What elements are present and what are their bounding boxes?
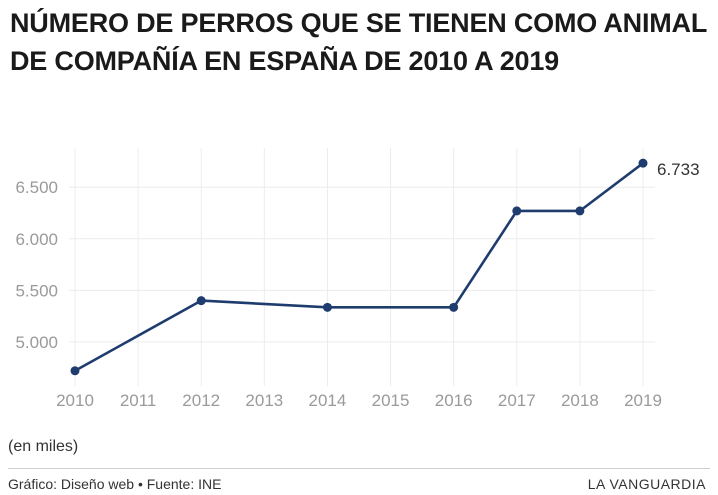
x-tick-label: 2016: [435, 391, 473, 410]
x-tick-label: 2014: [309, 391, 347, 410]
x-tick-label: 2017: [498, 391, 536, 410]
y-tick-label: 5.500: [15, 281, 58, 300]
brand-name: LA VANGUARDIA: [587, 476, 706, 492]
y-tick-label: 6.000: [15, 230, 58, 249]
x-tick-label: 2018: [561, 391, 599, 410]
x-tick-label: 2013: [245, 391, 283, 410]
y-axis: 5.000 5.500 6.000 6.500: [15, 178, 58, 352]
x-tick-label: 2012: [182, 391, 220, 410]
data-point: [322, 302, 332, 312]
data-point: [70, 366, 80, 376]
unit-note: (en miles): [8, 438, 79, 455]
x-tick-label: 2011: [120, 391, 157, 410]
data-point: [449, 302, 459, 312]
footer-credit: Gráfico: Diseño web • Fuente: INE: [8, 476, 222, 492]
end-value-label: 6.733: [657, 160, 700, 179]
x-axis: 2010 2011 2012 2013 2014 2015 2016 2017 2018 2019: [56, 391, 662, 410]
x-tick-label: 2019: [624, 391, 662, 410]
data-point: [512, 206, 522, 216]
x-tick-label: 2015: [372, 391, 410, 410]
y-tick-label: 5.000: [15, 333, 58, 352]
series-line: [74, 162, 644, 372]
footer-divider: [8, 468, 710, 469]
grid: [69, 148, 655, 386]
chart-title: NÚMERO DE PERROS QUE SE TIENEN COMO ANIM…: [10, 8, 707, 76]
data-point: [575, 206, 585, 216]
data-points: [70, 158, 648, 376]
data-point: [196, 296, 206, 306]
y-tick-label: 6.500: [15, 178, 58, 197]
data-point: [638, 158, 648, 168]
x-tick-label: 2010: [56, 391, 94, 410]
